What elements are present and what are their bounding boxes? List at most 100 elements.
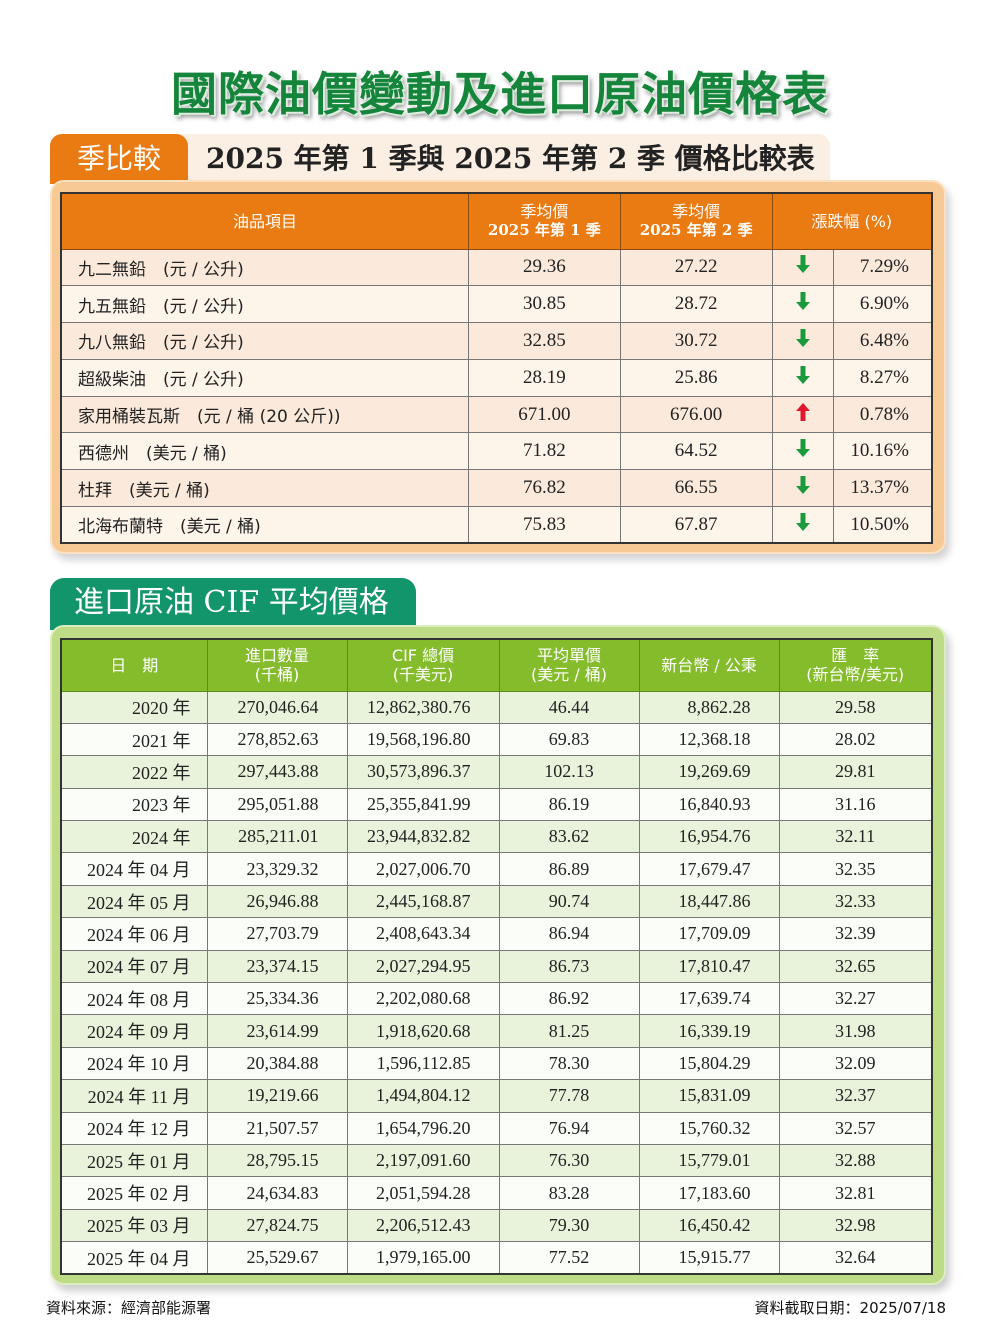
avg-price-cell: 86.73	[498, 949, 640, 984]
ntd-per-kl-cell: 15,915.77	[638, 1241, 780, 1275]
import-qty-cell: 25,334.36	[206, 982, 348, 1016]
date-cell: 2024 年 09 月	[60, 1014, 208, 1048]
arrow-down-icon	[795, 291, 811, 317]
section2-tab-label: 進口原油 CIF 平均價格	[50, 578, 416, 630]
change-percent: 10.16%	[833, 432, 933, 471]
header-change: 漲跌幅 (%)	[771, 192, 933, 250]
change-percent: 0.78%	[833, 395, 933, 434]
avg-price-cell: 81.25	[498, 1014, 640, 1048]
q1-price: 76.82	[467, 469, 621, 508]
header-avg-line2: (美元 / 桶)	[530, 665, 608, 685]
q2-price: 30.72	[619, 322, 773, 360]
header-item: 油品項目	[60, 192, 469, 250]
table-row: 2024 年 285,211.01 23,944,832.82 83.62 16,954…	[60, 820, 933, 854]
ntd-per-kl-cell: 17,679.47	[638, 852, 780, 886]
arrow-down-icon	[795, 365, 811, 391]
header-q2-line1: 季均價	[672, 202, 721, 222]
table-row: 2020 年 270,046.64 12,862,380.76 46.44 8,862.…	[60, 690, 933, 724]
ntd-per-kl-cell: 16,840.93	[638, 787, 780, 822]
exchange-rate-cell: 32.33	[778, 884, 933, 919]
exchange-rate-cell: 32.88	[778, 1143, 933, 1178]
date-cell: 2024 年 11 月	[60, 1079, 208, 1113]
table-row: 西德州 (美元 / 桶) 71.82 64.52 10.16%	[60, 432, 933, 471]
change-direction	[771, 285, 835, 324]
cif-total-cell: 19,568,196.80	[346, 722, 500, 757]
oil-item: 杜拜 (美元 / 桶)	[60, 469, 469, 508]
table-row: 2024 年 05 月 26,946.88 2,445,168.87 90.74 18,…	[60, 884, 933, 919]
oil-item: 北海布蘭特 (美元 / 桶)	[60, 506, 469, 544]
date-cell: 2020 年	[60, 690, 208, 724]
import-qty-cell: 27,703.79	[206, 917, 348, 951]
change-direction	[771, 432, 835, 471]
change-direction	[771, 506, 835, 544]
table-row: 2025 年 03 月 27,824.75 2,206,512.43 79.30 16,…	[60, 1208, 933, 1243]
ntd-per-kl-cell: 12,368.18	[638, 722, 780, 757]
table-row: 超級柴油 (元 / 公升) 28.19 25.86 8.27%	[60, 358, 933, 397]
cif-total-cell: 12,862,380.76	[346, 690, 500, 724]
cif-total-cell: 1,654,796.20	[346, 1111, 500, 1145]
change-percent: 13.37%	[833, 469, 933, 508]
q1-price: 32.85	[467, 322, 621, 360]
date-cell: 2024 年 12 月	[60, 1111, 208, 1145]
cif-price-table: 日 期 進口數量 (千桶) CIF 總價 (千美元) 平均單價 (美元 / 桶)…	[60, 638, 933, 1276]
cif-total-cell: 23,944,832.82	[346, 820, 500, 854]
avg-price-cell: 83.62	[498, 820, 640, 854]
q1-price: 71.82	[467, 432, 621, 471]
change-direction	[771, 469, 835, 508]
ntd-per-kl-cell: 8,862.28	[638, 690, 780, 724]
q2-price: 28.72	[619, 285, 773, 324]
change-percent: 6.48%	[833, 322, 933, 360]
table-header-row: 日 期 進口數量 (千桶) CIF 總價 (千美元) 平均單價 (美元 / 桶)…	[60, 638, 933, 692]
header-q1-line1: 季均價	[520, 202, 569, 222]
page-title: 國際油價變動及進口原油價格表	[171, 67, 829, 121]
avg-price-cell: 102.13	[498, 755, 640, 789]
q2-price: 67.87	[619, 506, 773, 544]
arrow-down-icon	[795, 438, 811, 464]
oil-item: 超級柴油 (元 / 公升)	[60, 358, 469, 397]
avg-price-cell: 69.83	[498, 722, 640, 757]
q2-price: 64.52	[619, 432, 773, 471]
cif-total-cell: 2,202,080.68	[346, 982, 500, 1016]
table-row: 九二無鉛 (元 / 公升) 29.36 27.22 7.29%	[60, 248, 933, 287]
exchange-rate-cell: 32.64	[778, 1241, 933, 1275]
table-row: 2024 年 10 月 20,384.88 1,596,112.85 78.30 15,…	[60, 1046, 933, 1081]
cif-total-cell: 1,979,165.00	[346, 1241, 500, 1275]
cif-total-cell: 2,027,006.70	[346, 852, 500, 886]
ntd-per-kl-cell: 19,269.69	[638, 755, 780, 789]
import-qty-cell: 270,046.64	[206, 690, 348, 724]
change-percent: 6.90%	[833, 285, 933, 324]
header-rate: 匯 率 (新台幣/美元)	[778, 638, 933, 692]
avg-price-cell: 76.94	[498, 1111, 640, 1145]
cif-total-cell: 2,051,594.28	[346, 1176, 500, 1210]
exchange-rate-cell: 32.39	[778, 917, 933, 951]
change-percent: 8.27%	[833, 358, 933, 397]
exchange-rate-cell: 32.65	[778, 949, 933, 984]
ntd-per-kl-cell: 15,779.01	[638, 1143, 780, 1178]
date-cell: 2024 年 06 月	[60, 917, 208, 951]
exchange-rate-cell: 31.16	[778, 787, 933, 822]
date-cell: 2022 年	[60, 755, 208, 789]
oil-item: 西德州 (美元 / 桶)	[60, 432, 469, 471]
q1-price: 30.85	[467, 285, 621, 324]
header-cif-line1: CIF 總價	[391, 646, 455, 666]
header-qty-line1: 進口數量	[244, 646, 309, 666]
table-row: 2025 年 01 月 28,795.15 2,197,091.60 76.30 15,…	[60, 1143, 933, 1178]
table-row: 杜拜 (美元 / 桶) 76.82 66.55 13.37%	[60, 469, 933, 508]
ntd-per-kl-cell: 16,450.42	[638, 1208, 780, 1243]
data-retrieval-date: 資料截取日期：2025/07/18	[754, 1299, 946, 1317]
import-qty-cell: 278,852.63	[206, 722, 348, 757]
table-row: 2024 年 09 月 23,614.99 1,918,620.68 81.25 16,…	[60, 1014, 933, 1048]
cif-total-cell: 30,573,896.37	[346, 755, 500, 789]
import-qty-cell: 28,795.15	[206, 1143, 348, 1178]
cif-total-cell: 2,027,294.95	[346, 949, 500, 984]
header-cif: CIF 總價 (千美元)	[346, 638, 500, 692]
exchange-rate-cell: 32.27	[778, 982, 933, 1016]
exchange-rate-cell: 32.09	[778, 1046, 933, 1081]
ntd-per-kl-cell: 16,954.76	[638, 820, 780, 854]
exchange-rate-cell: 32.81	[778, 1176, 933, 1210]
arrow-down-icon	[795, 475, 811, 501]
header-avg-line1: 平均單價	[536, 646, 601, 666]
date-cell: 2025 年 02 月	[60, 1176, 208, 1210]
table-row: 北海布蘭特 (美元 / 桶) 75.83 67.87 10.50%	[60, 506, 933, 544]
ntd-per-kl-cell: 17,709.09	[638, 917, 780, 951]
